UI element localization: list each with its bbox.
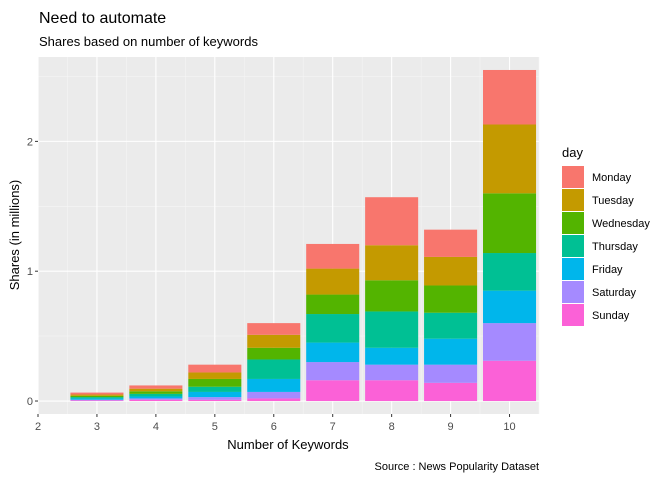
bar-segment-saturday-9 xyxy=(424,364,478,383)
chart-subtitle: Shares based on number of keywords xyxy=(39,34,258,49)
bar-segment-friday-5 xyxy=(188,391,242,398)
legend-label-wednesday: Wednesday xyxy=(592,218,650,230)
bar-segment-sunday-4 xyxy=(129,399,183,402)
legend-key-saturday xyxy=(562,281,584,303)
y-tick-label: 1 xyxy=(27,266,33,278)
bar-segment-friday-6 xyxy=(247,378,301,392)
y-axis-title: Shares (in millions) xyxy=(7,180,22,291)
bar-segment-sunday-3 xyxy=(70,400,124,402)
x-tick-label: 4 xyxy=(153,421,159,433)
legend-key-friday xyxy=(562,258,584,280)
bar-segment-sunday-5 xyxy=(188,399,242,402)
bar-segment-saturday-5 xyxy=(188,397,242,400)
legend-label-saturday: Saturday xyxy=(592,287,637,299)
bar-segment-saturday-10 xyxy=(483,323,537,361)
bar-segment-monday-5 xyxy=(188,364,242,373)
legend-label-tuesday: Tuesday xyxy=(592,195,634,207)
bar-segment-saturday-8 xyxy=(365,364,419,381)
bar-segment-wednesday-4 xyxy=(129,391,183,394)
legend: day Monday Tuesday Wednesday Thursday Friday… xyxy=(562,145,650,326)
bar-segment-thursday-6 xyxy=(247,359,301,379)
x-tick-label: 6 xyxy=(271,421,277,433)
bar-segment-thursday-4 xyxy=(129,393,183,397)
legend-label-friday: Friday xyxy=(592,264,623,276)
bar-segment-saturday-7 xyxy=(306,362,360,381)
legend-key-monday xyxy=(562,166,584,188)
x-tick-label: 9 xyxy=(448,421,454,433)
bar-segment-sunday-6 xyxy=(247,398,301,402)
bar-segment-tuesday-9 xyxy=(424,256,478,286)
x-tick-label: 3 xyxy=(94,421,100,433)
x-axis: 2 3 4 5 6 7 8 9 10 xyxy=(35,414,516,433)
legend-key-tuesday xyxy=(562,189,584,211)
bar-segment-friday-8 xyxy=(365,347,419,365)
bar-segment-friday-9 xyxy=(424,338,478,365)
x-tick-label: 5 xyxy=(212,421,218,433)
legend-label-sunday: Sunday xyxy=(592,310,630,322)
bar-segment-friday-4 xyxy=(129,396,183,399)
bar-segment-sunday-9 xyxy=(424,382,478,402)
y-tick-label: 2 xyxy=(27,136,33,148)
bar-segment-monday-3 xyxy=(70,392,124,395)
bar-segment-saturday-3 xyxy=(70,399,124,401)
bar-segment-sunday-7 xyxy=(306,380,360,402)
bar-segment-saturday-6 xyxy=(247,391,301,399)
bar-segment-sunday-10 xyxy=(483,360,537,402)
bar-segment-friday-10 xyxy=(483,290,537,324)
bar-segment-friday-3 xyxy=(70,398,124,400)
chart-caption: Source : News Popularity Dataset xyxy=(375,461,539,473)
bar-segment-monday-6 xyxy=(247,323,301,335)
bar-segment-tuesday-10 xyxy=(483,124,537,194)
bar-segment-tuesday-4 xyxy=(129,388,183,392)
legend-label-monday: Monday xyxy=(592,172,632,184)
grid-minor xyxy=(38,57,540,414)
bar-segment-wednesday-7 xyxy=(306,294,360,315)
bar-segment-tuesday-8 xyxy=(365,245,419,281)
legend-key-wednesday xyxy=(562,212,584,234)
x-axis-title: Number of Keywords xyxy=(227,437,349,452)
bar-segment-wednesday-3 xyxy=(70,395,124,398)
bar-segment-monday-10 xyxy=(483,69,537,125)
bar-segment-thursday-5 xyxy=(188,386,242,392)
bar-segment-wednesday-10 xyxy=(483,193,537,254)
bars xyxy=(70,69,537,402)
bar-segment-tuesday-3 xyxy=(70,394,124,396)
x-tick-label: 2 xyxy=(35,421,41,433)
bar-segment-sunday-8 xyxy=(365,380,419,402)
bar-segment-tuesday-5 xyxy=(188,372,242,379)
bar-segment-thursday-3 xyxy=(70,397,124,399)
bar-segment-wednesday-5 xyxy=(188,378,242,387)
bar-segment-friday-7 xyxy=(306,342,360,363)
bar-segment-monday-9 xyxy=(424,229,478,257)
bar-segment-wednesday-8 xyxy=(365,280,419,312)
bar-segment-wednesday-6 xyxy=(247,347,301,360)
bar-segment-thursday-10 xyxy=(483,253,537,291)
bar-segment-monday-4 xyxy=(129,385,183,389)
chart-title: Need to automate xyxy=(39,10,166,27)
bar-segment-monday-7 xyxy=(306,243,360,269)
bar-segment-thursday-7 xyxy=(306,314,360,343)
legend-label-thursday: Thursday xyxy=(592,241,638,253)
bar-segment-tuesday-6 xyxy=(247,334,301,348)
bar-segment-thursday-9 xyxy=(424,312,478,339)
x-tick-label: 8 xyxy=(389,421,395,433)
x-tick-label: 10 xyxy=(503,421,515,433)
x-tick-label: 7 xyxy=(330,421,336,433)
bar-segment-saturday-4 xyxy=(129,398,183,400)
legend-key-sunday xyxy=(562,304,584,326)
legend-key-thursday xyxy=(562,235,584,257)
bar-segment-tuesday-7 xyxy=(306,268,360,295)
bar-segment-wednesday-9 xyxy=(424,285,478,313)
bar-segment-thursday-8 xyxy=(365,311,419,348)
bar-segment-monday-8 xyxy=(365,197,419,246)
y-axis: 0 1 2 xyxy=(27,136,38,408)
y-tick-label: 0 xyxy=(27,396,33,408)
legend-title: day xyxy=(562,145,583,160)
